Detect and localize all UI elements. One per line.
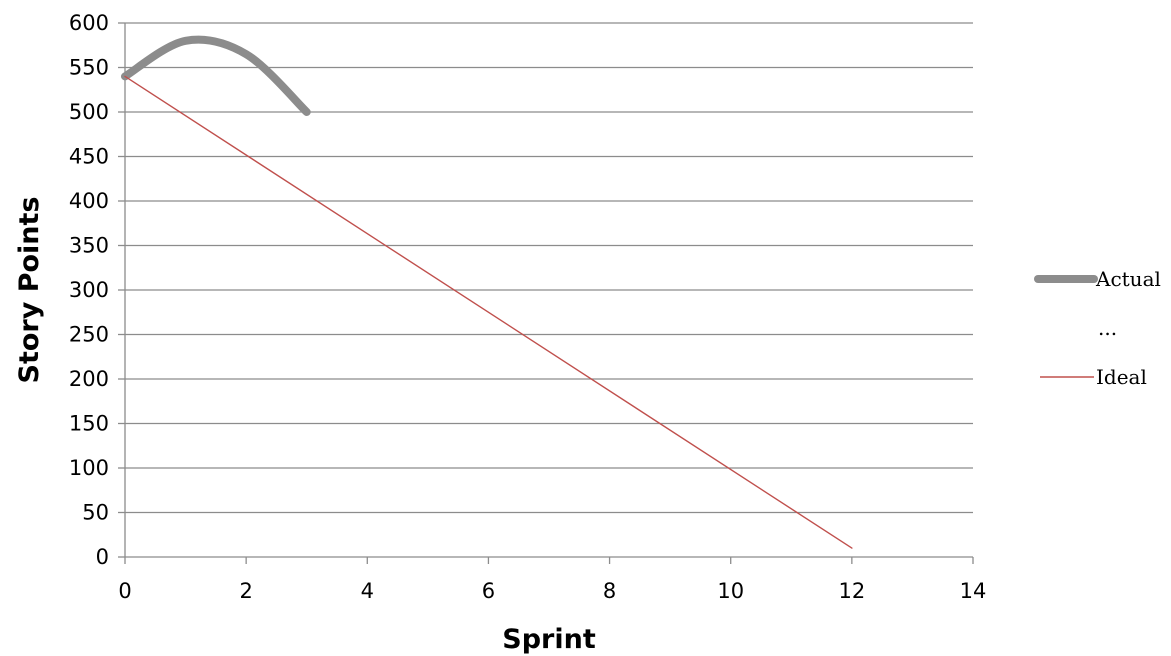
x-tick-label: 4 xyxy=(361,579,374,603)
y-tick-label: 450 xyxy=(69,145,109,169)
y-tick-label: 100 xyxy=(69,456,109,480)
y-tick-label: 500 xyxy=(69,100,109,124)
x-tick-label: 6 xyxy=(482,579,495,603)
y-tick-label: 150 xyxy=(69,412,109,436)
y-tick-label: 300 xyxy=(69,278,109,302)
y-tick-label: 600 xyxy=(69,11,109,35)
legend-label-actual: Actual xyxy=(1095,267,1161,291)
y-tick-label: 550 xyxy=(69,56,109,80)
series-line-actual xyxy=(121,35,311,116)
y-tick-label: 400 xyxy=(69,189,109,213)
y-tick-labels: 0 50 100 150 200 250 300 350 400 450 500 550 600 xyxy=(69,11,125,569)
y-tick-label: 350 xyxy=(69,234,109,258)
y-tick-label: 250 xyxy=(69,323,109,347)
series xyxy=(121,35,853,549)
legend: Actual... Ideal xyxy=(1034,267,1161,389)
y-tick-label: 0 xyxy=(96,545,109,569)
legend-label-ellipsis: ... xyxy=(1098,316,1117,340)
y-axis-title: Story Points xyxy=(14,196,45,383)
x-axis-title: Sprint xyxy=(502,624,596,655)
x-tick-label: 10 xyxy=(717,579,744,603)
x-tick-label: 0 xyxy=(118,579,131,603)
x-tick-label: 8 xyxy=(603,579,616,603)
x-tick-labels: 0 2 4 6 8 10 12 14 xyxy=(118,557,986,603)
legend-label-ideal: Ideal xyxy=(1096,365,1147,389)
x-tick-label: 2 xyxy=(239,579,252,603)
x-tick-label: 12 xyxy=(838,579,865,603)
y-tick-label: 50 xyxy=(82,501,109,525)
gridlines xyxy=(125,22,973,514)
x-tick-label: 14 xyxy=(960,579,987,603)
y-tick-label: 200 xyxy=(69,367,109,391)
series-line-ideal xyxy=(124,75,853,549)
